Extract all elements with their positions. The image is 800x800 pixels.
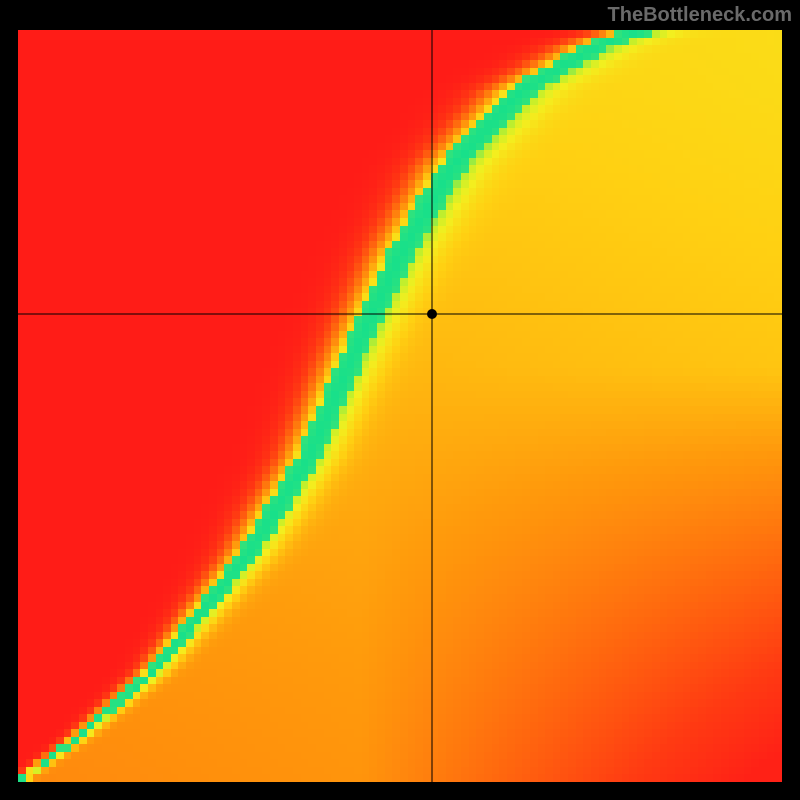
chart-root: TheBottleneck.com	[0, 0, 800, 800]
bottleneck-heatmap	[0, 0, 800, 800]
